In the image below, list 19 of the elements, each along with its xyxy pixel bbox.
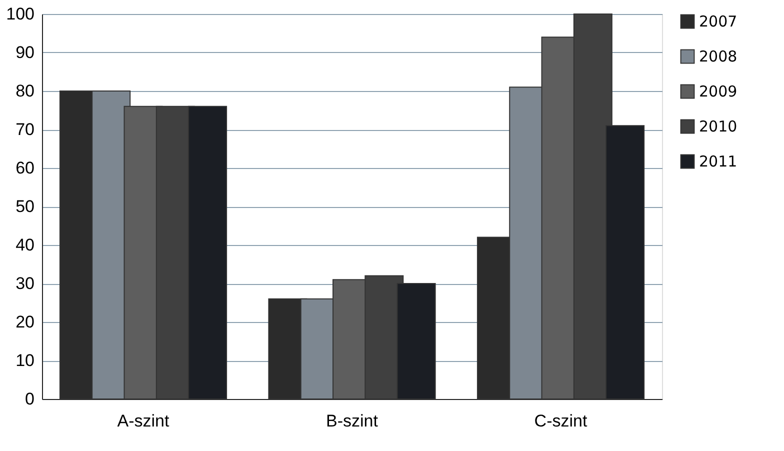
legend-label: 2008 xyxy=(699,48,738,66)
y-tick-label: 30 xyxy=(16,274,34,293)
y-tick-label: 40 xyxy=(16,236,34,254)
y-tick-label: 90 xyxy=(16,43,34,62)
y-tick-label: 0 xyxy=(25,390,34,408)
y-tick-label: 60 xyxy=(16,158,34,178)
y-tick-label: 10 xyxy=(16,351,34,370)
legend-label: 2011 xyxy=(699,152,738,170)
legend-label: 2010 xyxy=(699,118,738,136)
x-tick-label: A-szint xyxy=(117,412,170,430)
y-tick-label: 80 xyxy=(16,82,34,100)
legend-label: 2009 xyxy=(699,82,738,100)
y-tick-label: 70 xyxy=(16,120,34,139)
x-tick-label: C-szint xyxy=(534,412,588,430)
y-tick-label: 50 xyxy=(16,197,34,216)
x-tick-label: B-szint xyxy=(326,412,378,430)
legend-label: 2007 xyxy=(699,12,738,30)
y-tick-label: 100 xyxy=(6,4,34,24)
y-tick-label: 20 xyxy=(16,312,34,332)
